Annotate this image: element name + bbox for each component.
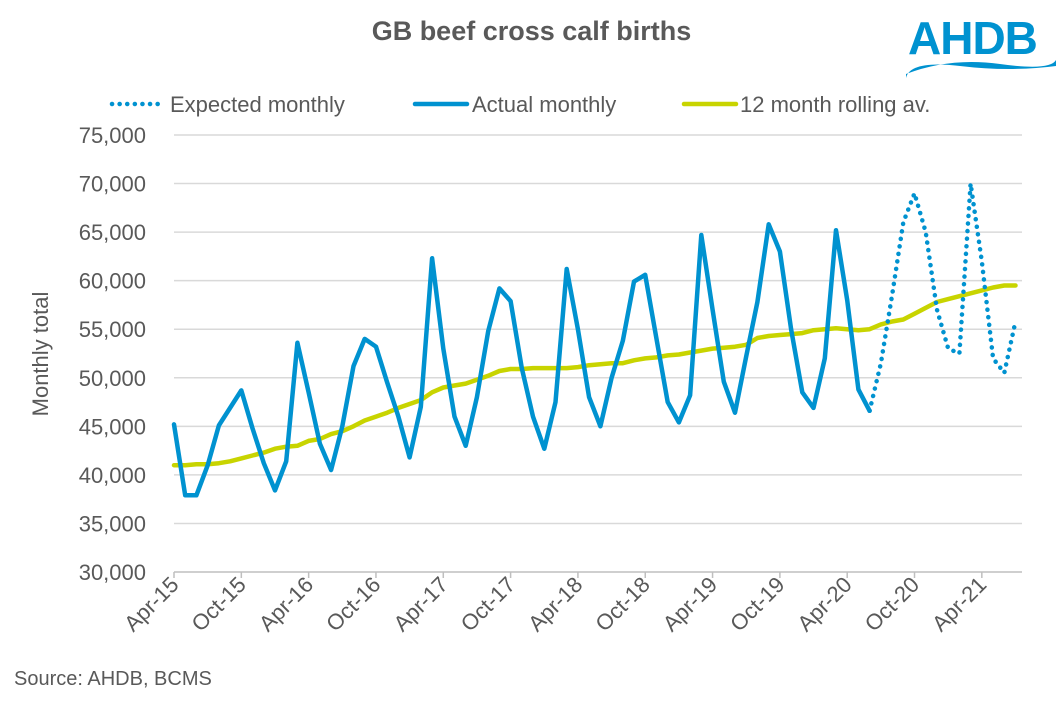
y-tick-label: 40,000 [79, 463, 146, 488]
x-tick-label: Apr-19 [658, 572, 722, 636]
x-tick-label: Apr-21 [927, 572, 991, 636]
legend-label: Expected monthly [170, 92, 345, 117]
series-line-actual-monthly [171, 222, 872, 498]
series-line-12-month-rolling-av- [171, 283, 1018, 468]
x-tick-label: Oct-15 [186, 572, 250, 636]
y-tick-label: 75,000 [79, 123, 146, 148]
y-tick-label: 55,000 [79, 317, 146, 342]
source-note: Source: AHDB, BCMS [14, 668, 212, 690]
x-tick-label: Apr-20 [792, 572, 856, 636]
legend-label: 12 month rolling av. [740, 92, 930, 117]
y-tick-label: 65,000 [79, 220, 146, 245]
x-tick-label: Oct-17 [456, 572, 520, 636]
y-tick-label: 35,000 [79, 511, 146, 536]
chart-title: GB beef cross calf births [371, 16, 692, 46]
y-tick-label: 70,000 [79, 172, 146, 197]
x-tick-label: Oct-18 [590, 572, 654, 636]
x-tick-label: Oct-20 [860, 572, 924, 636]
y-tick-label: 50,000 [79, 366, 146, 391]
y-tick-label: 30,000 [79, 560, 146, 585]
x-tick-label: Oct-19 [725, 572, 789, 636]
ahdb-logo: AHDB [906, 12, 1056, 78]
x-tick-label: Apr-16 [254, 572, 318, 636]
y-tick-label: 60,000 [79, 269, 146, 294]
x-tick-label: Oct-16 [321, 572, 385, 636]
series-line-expected-monthly [867, 181, 1018, 414]
legend-label: Actual monthly [472, 92, 616, 117]
y-axis-label: Monthly total [28, 292, 53, 417]
x-tick-label: Apr-17 [388, 572, 452, 636]
svg-text:AHDB: AHDB [908, 12, 1037, 64]
y-tick-label: 45,000 [79, 414, 146, 439]
x-tick-label: Apr-18 [523, 572, 587, 636]
